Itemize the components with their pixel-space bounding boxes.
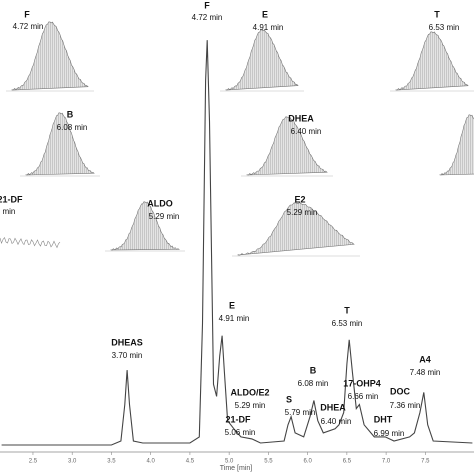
x-tick-label: 3.5 bbox=[107, 459, 116, 465]
inset-time: 5.06 min bbox=[0, 207, 15, 216]
x-tick-label: 5.0 bbox=[225, 459, 234, 465]
peak-name: DHT bbox=[374, 414, 393, 424]
inset-name: B bbox=[67, 109, 74, 119]
peak-name: B bbox=[310, 365, 317, 375]
peak-time: 5.06 min bbox=[225, 428, 256, 437]
peak-name: DHEA bbox=[320, 402, 346, 412]
inset-name: 21-DF bbox=[0, 194, 23, 204]
peak-name: T bbox=[344, 305, 350, 315]
peak-time: 3.70 min bbox=[112, 351, 143, 360]
inset-peak bbox=[439, 114, 474, 176]
inset-peak bbox=[225, 29, 299, 91]
x-tick-label: 6.5 bbox=[343, 459, 352, 465]
peak-name: 21-DF bbox=[225, 414, 251, 424]
inset-peak bbox=[395, 31, 469, 91]
peak-time: 4.72 min bbox=[192, 13, 223, 22]
x-tick-label: 3.0 bbox=[68, 459, 77, 465]
inset-peak bbox=[11, 21, 89, 91]
peak-name: F bbox=[204, 0, 210, 10]
peak-name: DOC bbox=[390, 386, 411, 396]
peak-name: E bbox=[229, 300, 235, 310]
x-tick-label: 7.5 bbox=[421, 459, 430, 465]
peak-time: 5.79 min bbox=[285, 408, 316, 417]
x-axis-label: Time [min] bbox=[220, 465, 252, 472]
inset-group: F 4.72 min E 4.91 min T 6.53 min B 6.08 min DHEA… bbox=[0, 9, 474, 257]
inset-name: E bbox=[262, 9, 268, 19]
peak-time: 7.48 min bbox=[410, 368, 441, 377]
inset-time: 6.08 min bbox=[57, 123, 88, 132]
peak-name: 17-OHP4 bbox=[343, 378, 381, 388]
inset-name: F bbox=[24, 9, 30, 19]
inset-peak bbox=[110, 201, 181, 251]
inset-time: 4.72 min bbox=[13, 22, 44, 31]
peak-time: 6.99 min bbox=[374, 429, 405, 438]
x-tick-label: 6.0 bbox=[303, 459, 312, 465]
x-tick-label: 7.0 bbox=[382, 459, 391, 465]
x-tick-label: 4.5 bbox=[186, 459, 195, 465]
peak-time: 4.91 min bbox=[219, 314, 250, 323]
peak-name: A4 bbox=[419, 354, 431, 364]
inset-peak bbox=[237, 202, 355, 256]
inset-time: 5.29 min bbox=[287, 208, 318, 217]
peak-time: 6.40 min bbox=[321, 417, 352, 426]
peak-time: 6.08 min bbox=[298, 379, 329, 388]
peak-time: 7.36 min bbox=[390, 401, 421, 410]
inset-peak bbox=[246, 116, 328, 176]
peak-time: 6.66 min bbox=[348, 392, 379, 401]
peak-name: ALDO/E2 bbox=[230, 387, 269, 397]
inset-peak bbox=[25, 112, 95, 176]
peak-time: 6.53 min bbox=[332, 319, 363, 328]
inset-time: 6.40 min bbox=[291, 127, 322, 136]
inset-time: 4.91 min bbox=[253, 23, 284, 32]
inset-name: T bbox=[434, 9, 440, 19]
inset-time: 5.29 min bbox=[149, 212, 180, 221]
x-tick-label: 2.5 bbox=[29, 459, 38, 465]
inset-name: E2 bbox=[294, 194, 305, 204]
x-tick-label: 5.5 bbox=[264, 459, 273, 465]
peak-time: 5.29 min bbox=[235, 401, 266, 410]
inset-name: ALDO bbox=[147, 198, 173, 208]
peak-name: DHEAS bbox=[111, 337, 143, 347]
inset-name: DHEA bbox=[288, 113, 314, 123]
inset-time: 6.53 min bbox=[429, 23, 460, 32]
inset-noise bbox=[0, 236, 61, 249]
peak-name: S bbox=[286, 394, 292, 404]
chromatogram-trace bbox=[1, 40, 473, 446]
x-tick-label: 4.0 bbox=[147, 459, 156, 465]
